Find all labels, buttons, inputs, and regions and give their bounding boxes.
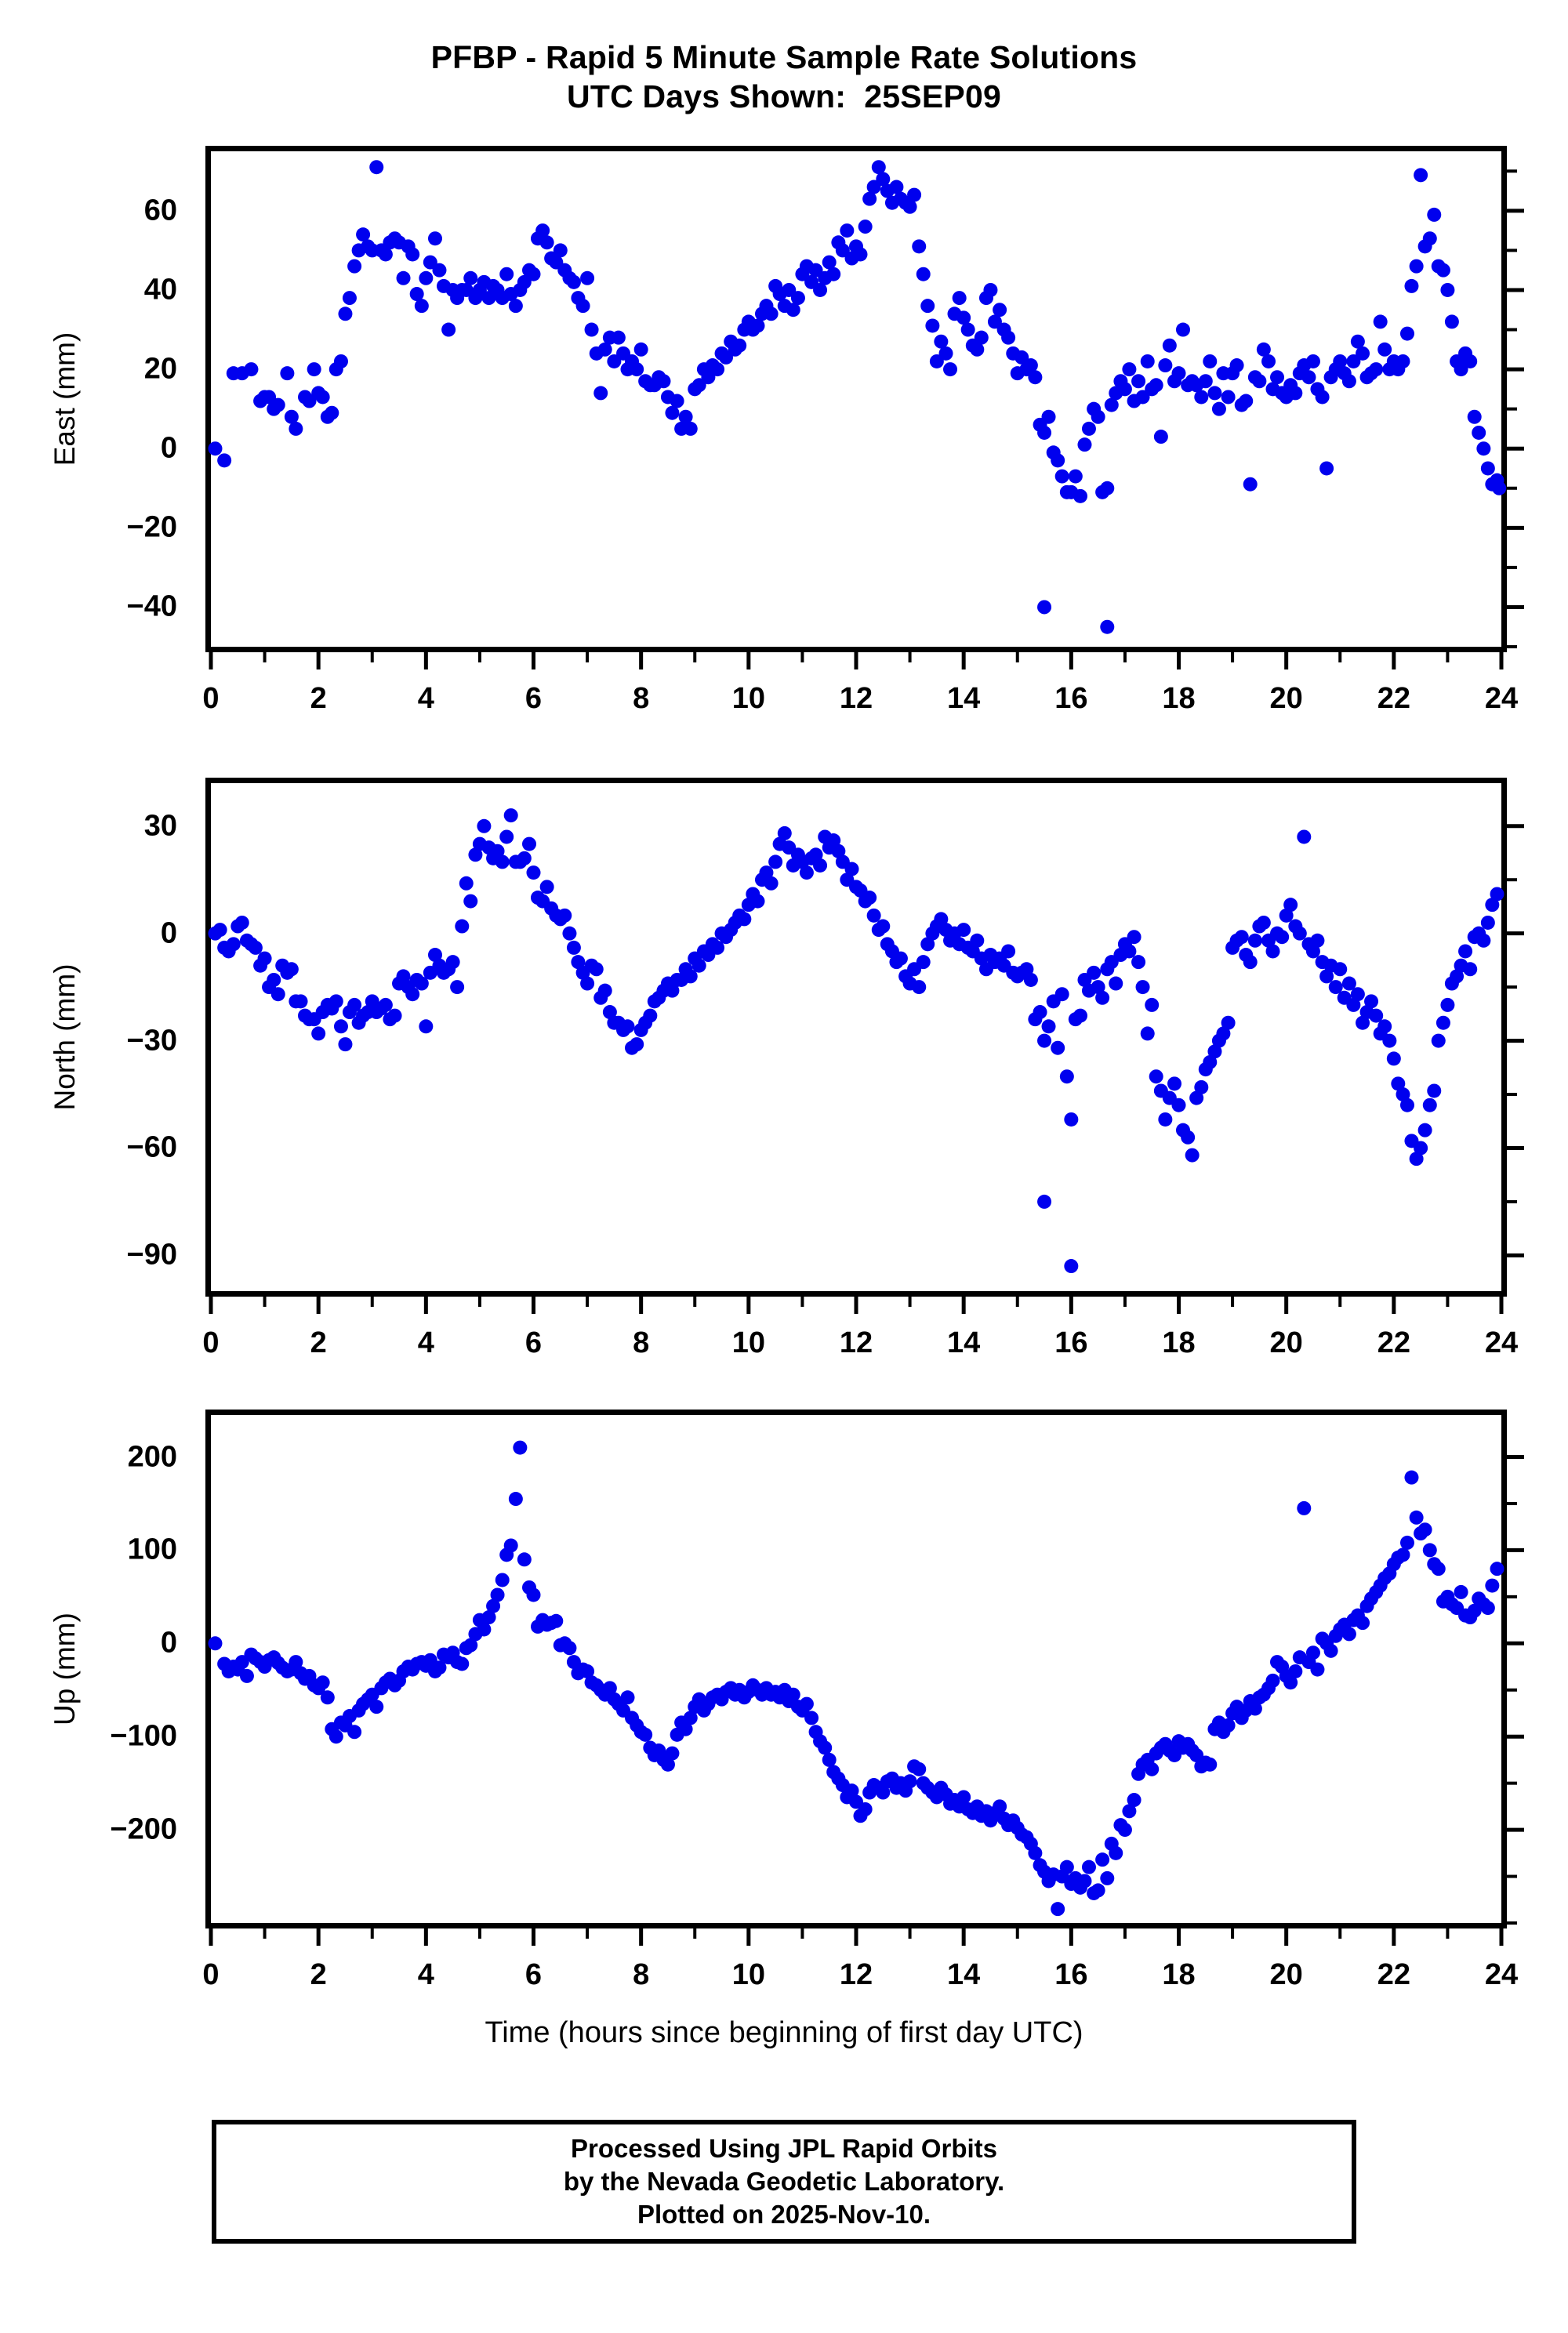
x-tick-label-up: 16 — [1054, 1958, 1088, 1991]
x-tick-label-up: 2 — [310, 1958, 327, 1991]
x-tick-label-north: 20 — [1269, 1326, 1303, 1359]
y-tick-label-north: 30 — [143, 809, 177, 843]
x-tick-label-north: 4 — [417, 1326, 434, 1359]
x-tick-label-east: 2 — [310, 682, 327, 715]
panel-north: 30 0 −30 −60 −90 0 2 4 6 8 10 12 14 16 18 20 22 24 North (… — [49, 778, 1524, 1359]
footer-line-3: Plotted on 2025-Nov-10. — [637, 2200, 931, 2229]
x-tick-label-east: 20 — [1269, 682, 1303, 715]
x-tick-label-east: 24 — [1484, 682, 1519, 715]
x-tick-label-up: 4 — [417, 1958, 434, 1991]
x-tick-label-up: 22 — [1377, 1958, 1410, 1991]
x-tick-label-north: 10 — [731, 1326, 765, 1359]
x-tick-label-north: 8 — [633, 1326, 650, 1359]
x-tick-label-east: 6 — [524, 682, 543, 715]
x-tick-label-up: 24 — [1484, 1958, 1519, 1991]
y-tick-label-north: 0 — [160, 916, 177, 950]
x-tick-label-east: 22 — [1377, 682, 1410, 715]
x-tick-label-north: 18 — [1162, 1326, 1196, 1359]
y-axis-title-up: Up (mm) — [49, 1613, 81, 1725]
x-tick-label-east: 16 — [1054, 682, 1088, 715]
panel-up: 200 100 0 −100 −200 0 2 4 6 8 10 12 14 16 18 20 22 24 Up (… — [49, 1410, 1524, 1991]
x-tick-label-up: 14 — [947, 1958, 981, 1991]
x-tick-label-east: 8 — [633, 682, 650, 715]
plot-box-east — [205, 146, 1507, 652]
plot-box-north — [205, 778, 1507, 1297]
y-tick-label-up: 0 — [160, 1626, 177, 1660]
y-tick-label-north: −30 — [126, 1024, 177, 1058]
x-tick-label-north: 24 — [1484, 1326, 1519, 1359]
y-axis-title-north: North (mm) — [49, 963, 81, 1111]
footer-line-1: Processed Using JPL Rapid Orbits — [570, 2134, 998, 2163]
x-tick-label-north: 6 — [524, 1326, 543, 1359]
x-tick-label-north: 12 — [839, 1326, 873, 1359]
x-tick-label-up: 18 — [1162, 1958, 1196, 1991]
x-tick-label-north: 16 — [1054, 1326, 1088, 1359]
footer-credits-box: Processed Using JPL Rapid Orbits by the … — [212, 2120, 1356, 2244]
y-tick-label-up: 200 — [127, 1440, 177, 1473]
y-axis-title-east: East (mm) — [49, 332, 81, 466]
footer-line-2: by the Nevada Geodetic Laboratory. — [563, 2167, 1005, 2196]
x-tick-label-north: 22 — [1377, 1326, 1410, 1359]
y-tick-label-east: 40 — [143, 273, 177, 307]
x-tick-label-up: 0 — [202, 1958, 220, 1991]
x-tick-label-north: 0 — [202, 1326, 220, 1359]
x-tick-label-east: 14 — [947, 682, 981, 715]
y-tick-label-north: −60 — [126, 1130, 177, 1164]
x-tick-label-up: 12 — [839, 1958, 873, 1991]
x-tick-label-east: 4 — [417, 682, 434, 715]
plot-box-up — [205, 1410, 1507, 1928]
x-tick-label-north: 2 — [310, 1326, 327, 1359]
page-title: PFBP - Rapid 5 Minute Sample Rate Soluti… — [0, 38, 1568, 116]
x-tick-label-east: 0 — [202, 682, 220, 715]
panel-east: 60 40 20 0 −20 −40 0 2 4 6 8 10 12 14 16 18 20 22 24 East (… — [49, 146, 1524, 715]
x-axis-title: Time (hours since beginning of first day… — [485, 2016, 1083, 2049]
x-tick-label-east: 12 — [839, 682, 873, 715]
x-tick-label-up: 10 — [731, 1958, 765, 1991]
x-tick-label-up: 20 — [1269, 1958, 1303, 1991]
y-tick-label-up: 100 — [127, 1533, 177, 1566]
x-tick-label-up: 6 — [524, 1958, 543, 1991]
y-tick-label-east: −20 — [126, 510, 177, 544]
y-tick-label-east: 20 — [143, 352, 177, 386]
y-tick-label-east: 0 — [160, 431, 177, 465]
title-line-1: PFBP - Rapid 5 Minute Sample Rate Soluti… — [430, 39, 1138, 75]
y-tick-label-up: −200 — [110, 1812, 177, 1846]
y-tick-label-up: −100 — [110, 1719, 177, 1753]
y-tick-label-east: 60 — [143, 194, 177, 227]
y-tick-label-north: −90 — [126, 1238, 177, 1272]
x-tick-label-east: 18 — [1162, 682, 1196, 715]
x-tick-label-north: 14 — [947, 1326, 981, 1359]
x-tick-label-east: 10 — [731, 682, 765, 715]
title-line-2: UTC Days Shown: 25SEP09 — [567, 78, 1001, 114]
x-tick-label-up: 8 — [633, 1958, 650, 1991]
y-tick-label-east: −40 — [126, 590, 177, 623]
